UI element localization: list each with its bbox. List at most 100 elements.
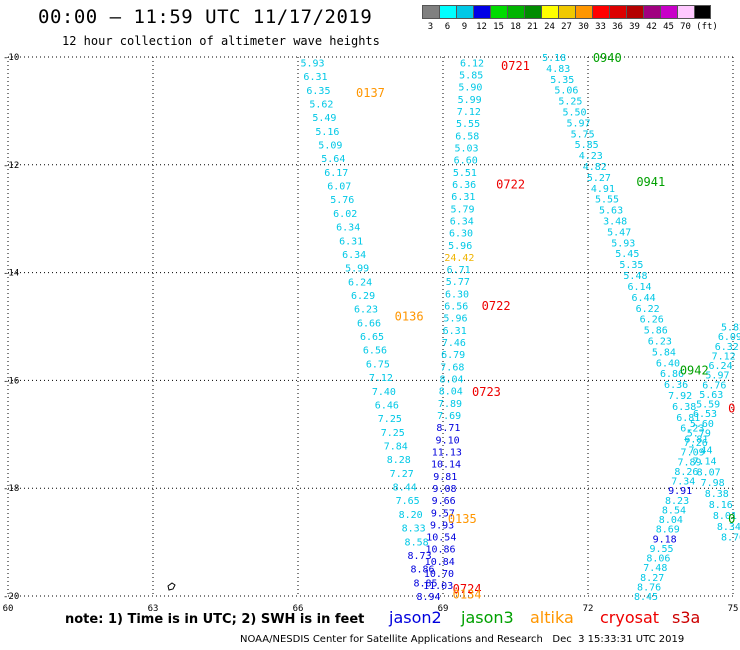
wave-height-point: 9.81 <box>433 472 457 483</box>
wave-height-point: 10.84 <box>425 557 455 568</box>
wave-height-point: 5.85 <box>575 140 599 151</box>
orbit-number-label: 0137 <box>356 86 385 100</box>
y-tick-label: -20 <box>3 592 19 602</box>
wave-height-point: 11.13 <box>432 447 462 458</box>
orbit-number-label: 0723 <box>472 385 501 399</box>
wave-height-point: 7.12 <box>712 351 736 362</box>
legend-label: 30 <box>578 22 589 32</box>
wave-height-point: 5.62 <box>309 99 333 110</box>
wave-height-point: 5.75 <box>571 129 595 140</box>
wave-height-point: 7.92 <box>668 391 692 402</box>
legend-swatch <box>558 5 575 19</box>
wave-height-point: 5.64 <box>321 154 345 165</box>
wave-height-point: 8.23 <box>665 496 689 507</box>
wave-height-point: 8.54 <box>662 505 686 516</box>
orbit-number-label: 0134 <box>453 587 482 601</box>
wave-height-point: 10.54 <box>426 533 456 544</box>
legend-swatch <box>575 5 592 19</box>
wave-height-point: 5.63 <box>699 390 723 401</box>
legend-label: 24 <box>544 22 555 32</box>
wave-height-point: 6.23 <box>648 336 672 347</box>
wave-height-point: 5.79 <box>687 428 711 439</box>
wave-height-point: 5.90 <box>458 83 482 94</box>
wave-height-point: 6.32 <box>715 342 739 353</box>
wave-height-point: 8.85 <box>413 578 437 589</box>
wave-height-point: 6.79 <box>441 350 465 361</box>
wave-height-point: 5.82 <box>721 323 740 334</box>
wave-height-point: 5.35 <box>619 260 643 271</box>
wave-height-point: 6.75 <box>366 359 390 370</box>
legend-label: 12 <box>476 22 487 32</box>
wave-height-point: 5.76 <box>330 195 354 206</box>
wave-height-point: 6.86 <box>660 369 684 380</box>
wave-height-point: 6.30 <box>445 289 469 300</box>
wave-height-point: 7.09 <box>681 448 705 459</box>
wave-height-point: 9.08 <box>432 484 456 495</box>
wave-height-point: 6.09 <box>718 332 740 343</box>
legend-label: 36 <box>612 22 623 32</box>
y-tick-label: -10 <box>3 53 19 63</box>
wave-height-point: 7.84 <box>384 441 408 452</box>
wave-height-point: 5.97 <box>567 118 591 129</box>
wave-height-point: 7.12 <box>369 373 393 384</box>
orbit-number-label: 0721 <box>501 59 530 73</box>
wave-height-point: 5.77 <box>446 277 470 288</box>
wave-height-point: 6.07 <box>327 182 351 193</box>
wave-height-point: 7.89 <box>438 399 462 410</box>
wave-height-point: 6.31 <box>451 192 475 203</box>
wave-height-point: 8.34 <box>717 522 740 533</box>
wave-height-point: 8.58 <box>405 537 429 548</box>
orbit-number-label: 0942 <box>680 364 709 378</box>
wave-height-point: 6.36 <box>452 180 476 191</box>
legend-swatch <box>643 5 660 19</box>
wave-height-point: 5.35 <box>550 75 574 86</box>
wave-height-point: 6.65 <box>360 332 384 343</box>
wave-height-point: 5.59 <box>696 400 720 411</box>
orbit-number-label: 0940 <box>593 51 622 65</box>
wave-height-point: 5.16 <box>315 127 339 138</box>
wave-height-point: 5.45 <box>615 249 639 260</box>
wave-height-point: 8.71 <box>436 423 460 434</box>
wave-height-point: 8.73 <box>408 551 432 562</box>
wave-height-point: 6.66 <box>357 318 381 329</box>
wave-height-point: 5.48 <box>623 271 647 282</box>
wave-height-point: 5.96 <box>448 241 472 252</box>
legend-swatch <box>626 5 643 19</box>
legend-swatch <box>473 5 490 19</box>
orbit-number-label: 0724 <box>453 582 482 596</box>
wave-height-point: 7.69 <box>437 411 461 422</box>
legend-swatch <box>660 5 677 19</box>
wave-height-point: 5.63 <box>599 206 623 217</box>
wave-height-point: 6.29 <box>351 291 375 302</box>
wave-height-point: 6.58 <box>455 131 479 142</box>
wave-height-point: 8.07 <box>697 467 721 478</box>
wave-height-point: 6.81 <box>684 435 708 446</box>
legend-swatch <box>456 5 473 19</box>
wave-height-point: 6.30 <box>449 229 473 240</box>
wave-height-point: 6.31 <box>443 326 467 337</box>
wave-height-point: 5.09 <box>318 140 342 151</box>
wave-height-point: 7.27 <box>390 469 414 480</box>
wave-height-point: 9.66 <box>432 496 456 507</box>
wave-height-point: 7.44 <box>688 445 712 456</box>
wave-height-point: 7.40 <box>372 387 396 398</box>
legend-swatch <box>507 5 524 19</box>
wave-height-point: 4.23 <box>579 151 603 162</box>
wave-height-point: 7.98 <box>701 478 725 489</box>
chart-subtitle: 12 hour collection of altimeter wave hei… <box>62 34 380 48</box>
wave-height-point: 7.25 <box>378 414 402 425</box>
wave-height-point: 6.76 <box>702 380 726 391</box>
legend-swatch <box>609 5 626 19</box>
y-tick-label: -16 <box>3 376 19 386</box>
wave-height-point: 5.03 <box>454 144 478 155</box>
wave-height-point: 6.23 <box>354 305 378 316</box>
color-scale-swatches <box>422 5 711 19</box>
legend-swatch <box>541 5 558 19</box>
wave-height-point: 8.45 <box>634 592 658 603</box>
orbit-number-label: 0 <box>728 512 735 526</box>
wave-height-point: 4.83 <box>546 64 570 75</box>
wave-height-point: 6.71 <box>447 265 471 276</box>
wave-height-point: 7.89 <box>677 457 701 468</box>
wave-height-point: 6.34 <box>450 216 474 227</box>
